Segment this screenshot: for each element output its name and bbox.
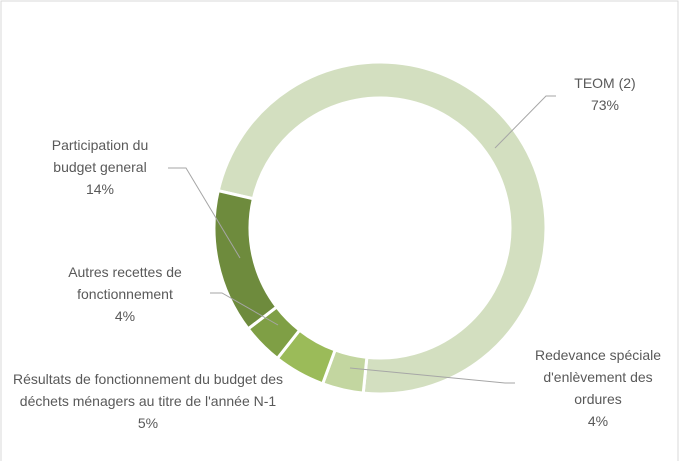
slice-label: Participation du budget general 14% — [30, 134, 170, 200]
leader-line — [210, 292, 279, 326]
value-label: 4% — [114, 308, 136, 324]
value-label: 5% — [137, 415, 159, 431]
slice-label: Autres recettes de fonctionnement 4% — [45, 261, 205, 327]
value-label: 14% — [85, 181, 115, 197]
leader-line — [349, 367, 515, 384]
leader-line — [494, 95, 556, 149]
category-name: Résultats de fonctionnement du budget de… — [12, 371, 284, 409]
donut-slice — [216, 60, 548, 396]
slice-label: Redevance spéciale d'enlèvement des ordu… — [518, 344, 678, 432]
category-name: Participation du budget general — [51, 137, 149, 175]
value-label: 73% — [590, 97, 620, 113]
leader-line — [168, 167, 241, 259]
value-label: 4% — [587, 413, 609, 429]
category-name: Autres recettes de fonctionnement — [68, 264, 182, 302]
donut-slice — [212, 188, 279, 331]
slice-label: Résultats de fonctionnement du budget de… — [11, 368, 286, 434]
category-name: Redevance spéciale d'enlèvement des ordu… — [534, 347, 662, 407]
slice-label: TEOM (2) 73% — [545, 72, 665, 116]
category-name: TEOM (2) — [574, 75, 636, 91]
